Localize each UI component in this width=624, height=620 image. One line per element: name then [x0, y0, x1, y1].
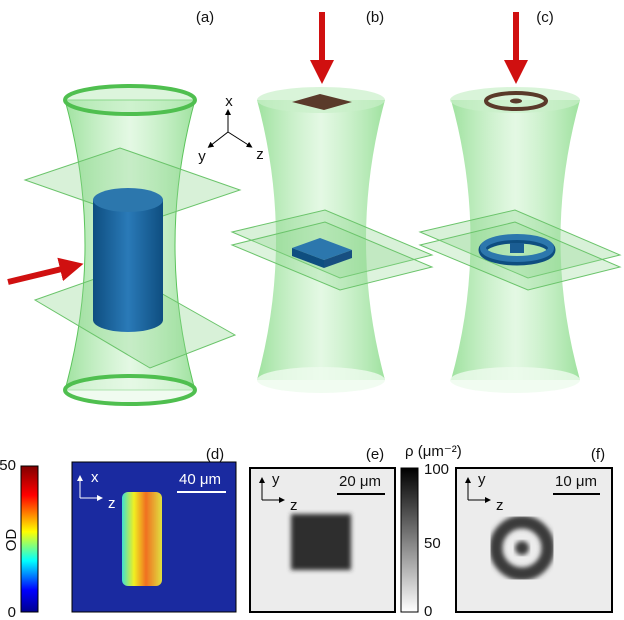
axis-label: y	[272, 471, 280, 488]
panel-label: (a)	[196, 9, 214, 26]
panel-label: (f)	[591, 446, 605, 463]
axis-label: x	[91, 469, 99, 486]
atom-dot	[515, 541, 529, 555]
axis-arrow	[210, 132, 228, 146]
axis-label: z	[256, 146, 264, 163]
panel-c: (c)	[420, 9, 620, 393]
panel-label: (d)	[206, 446, 224, 463]
beam-arrow	[8, 268, 66, 282]
colorbar-tick: 0	[424, 603, 432, 620]
panel-f: y z 10 μm (f)	[456, 446, 612, 612]
panel-d: 150 0 OD x z 40 μm (d)	[0, 446, 236, 620]
beam-bottom	[65, 376, 195, 404]
axis-label: y	[478, 471, 486, 488]
scale-bar-label: 10 μm	[555, 473, 597, 490]
colorbar	[401, 468, 418, 612]
mask-dot	[510, 99, 522, 104]
atom-cylinder-top	[93, 188, 163, 212]
axis-label: y	[198, 148, 206, 165]
scale-bar-label: 20 μm	[339, 473, 381, 490]
colorbar	[21, 466, 38, 612]
colorbar-tick: 150	[0, 457, 16, 474]
panel-b: (b)	[232, 9, 432, 393]
axis-arrow	[228, 132, 250, 146]
beam-bottom	[450, 367, 580, 393]
scale-bar-label: 40 μm	[179, 471, 221, 488]
colorbar-tick: 50	[424, 535, 441, 552]
axis-label: x	[225, 93, 233, 110]
beam-top	[65, 86, 195, 114]
beam-bottom	[257, 367, 385, 393]
atom-cloud	[122, 492, 162, 586]
axis-label: z	[290, 497, 298, 514]
colorbar-title: ρ (μm⁻²)	[405, 443, 462, 460]
panel-a: x y z (a)	[8, 9, 264, 404]
panel-e: y z 20 μm (e) 100 50 0 ρ (μm⁻²)	[250, 443, 462, 620]
panel-label: (e)	[366, 446, 384, 463]
figure: x y z (a) (b) (c) 150 0 OD x z 40 μm (d)…	[0, 0, 624, 620]
atom-square	[291, 514, 351, 570]
atom-dot	[510, 243, 524, 253]
colorbar-title: OD	[3, 529, 20, 552]
colorbar-tick: 100	[424, 461, 449, 478]
axis-label: z	[496, 497, 504, 514]
panel-label: (c)	[536, 9, 554, 26]
panel-label: (b)	[366, 9, 384, 26]
atom-cylinder	[93, 200, 163, 332]
axis-label: z	[108, 495, 116, 512]
colorbar-tick: 0	[8, 604, 16, 620]
